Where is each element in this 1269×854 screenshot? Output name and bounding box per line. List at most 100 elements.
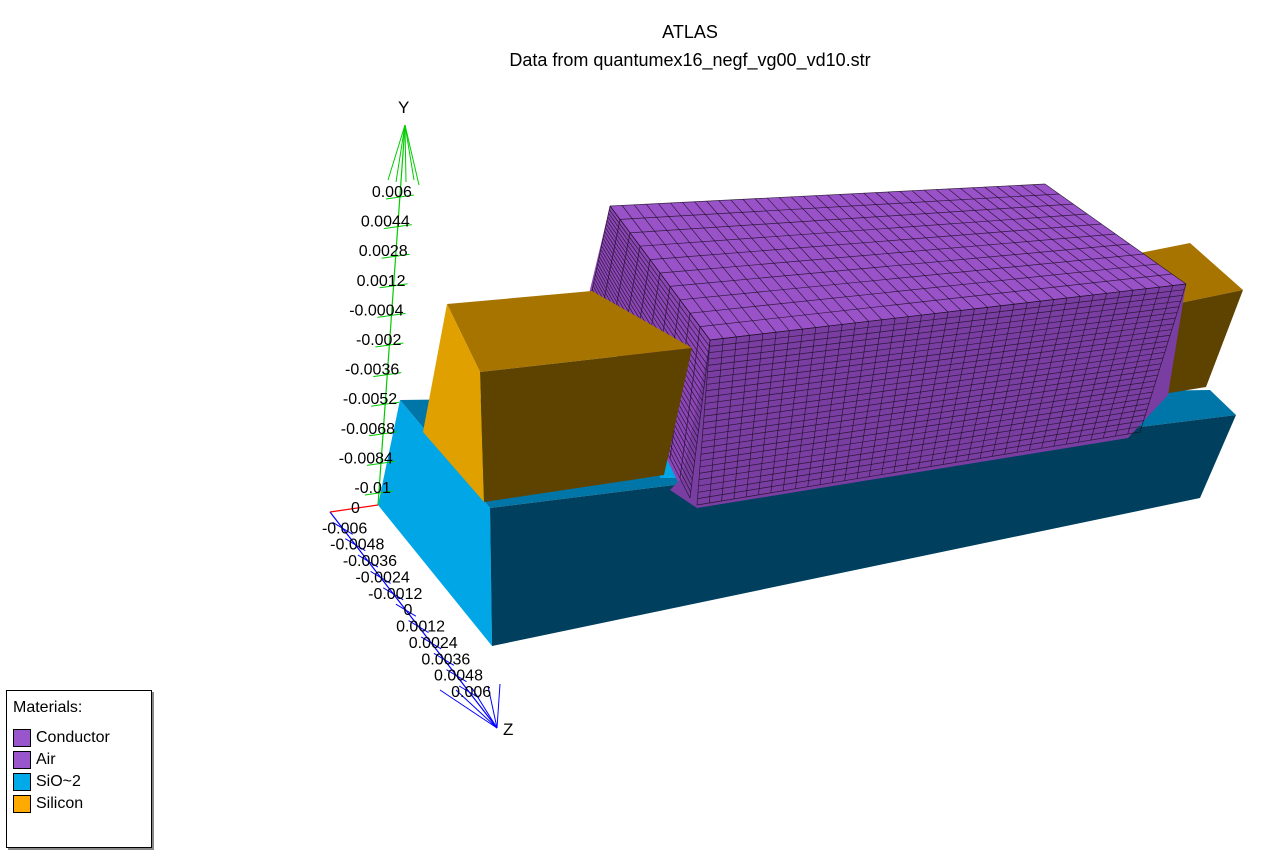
- side-mesh-line: [709, 283, 1187, 341]
- z-axis-tick-label: -0.0036: [343, 553, 397, 570]
- y-axis-tick: [383, 224, 412, 230]
- z-axis-arrow-line: [455, 689, 498, 729]
- legend-item-air: Air: [13, 749, 149, 771]
- y-axis-arrow-line: [404, 124, 407, 183]
- side-mesh-line: [706, 323, 1174, 385]
- z-axis-tick-label: -0.0048: [330, 537, 384, 554]
- legend-label-sio2: SiO~2: [36, 773, 81, 790]
- y-axis-tick-label: -0.01: [354, 480, 391, 497]
- side-mesh-line: [703, 357, 1164, 423]
- top-mesh-line: [609, 183, 1046, 207]
- side-mesh-line: [708, 300, 1181, 360]
- side-mesh-line: [704, 340, 1169, 404]
- z-axis-tick-label: -0.006: [322, 520, 367, 537]
- y-axis-tick-label: -0.0084: [339, 450, 393, 467]
- side-mesh-line: [699, 403, 1149, 474]
- legend-label-silicon: Silicon: [36, 795, 84, 812]
- top-mesh-line: [649, 223, 1102, 260]
- y-axis-tick-label: 0.0044: [361, 214, 410, 231]
- y-axis-tick-label: -0.0004: [349, 302, 403, 319]
- z-axis-tick: [370, 571, 391, 584]
- plot-subtitle: Data from quantumex16_negf_vg00_vd10.str: [509, 50, 871, 70]
- y-axis-tick-label: -0.0068: [341, 421, 395, 438]
- y-axis-tick-label: -0.0052: [343, 391, 397, 408]
- y-axis: 0.006 0.0044 0.0028 0.0012 -0.0004 -0.002 -0.0…: [339, 124, 420, 506]
- side-mesh-line: [701, 374, 1158, 442]
- z-axis-arrow-line: [471, 687, 498, 729]
- legend-item-sio2: SiO~2: [13, 771, 149, 793]
- y-axis-arrow-line: [404, 124, 415, 181]
- end-mesh-line: [608, 209, 710, 347]
- side-mesh-line: [697, 425, 1142, 499]
- z-axis: -0.006-0.0048-0.0036-0.0024-0.001200.001…: [322, 511, 501, 729]
- y-axis-tick: [377, 312, 406, 318]
- y-axis-tick: [364, 490, 393, 496]
- z-axis-arrow-line: [487, 685, 498, 729]
- y-axis-tick: [375, 342, 404, 348]
- plot-title: ATLAS: [662, 22, 718, 42]
- x-axis-line: [329, 504, 379, 513]
- z-axis-tick-label: 0.006: [451, 684, 491, 701]
- z-axis-tick-label: 0.0024: [409, 635, 458, 652]
- source-block-front: [423, 304, 484, 502]
- y-axis-arrow-line: [404, 124, 420, 186]
- y-axis-tick-label: -0.002: [356, 332, 401, 349]
- side-mesh-line: [698, 414, 1146, 487]
- z-axis-tick-label: 0.0036: [421, 651, 470, 668]
- end-mesh-line: [609, 205, 711, 341]
- y-axis-tick: [379, 283, 408, 289]
- y-axis-tick-label: 0.0028: [359, 243, 408, 260]
- side-mesh-line: [701, 380, 1156, 449]
- side-mesh-line: [698, 408, 1148, 480]
- z-axis-tick: [420, 636, 442, 650]
- z-axis-tick: [446, 669, 467, 683]
- z-axis-tick-label: -0.0012: [368, 586, 422, 603]
- side-mesh-line: [699, 397, 1151, 468]
- z-axis-tick-label: -0.0024: [355, 569, 409, 586]
- side-mesh-line: [707, 312, 1178, 373]
- end-mesh-line: [607, 216, 708, 359]
- gate-conductor-top-face: [610, 184, 1186, 340]
- side-mesh-line: [700, 391, 1153, 461]
- y-axis-arrow-line: [395, 124, 406, 183]
- z-axis-tick: [458, 685, 480, 699]
- y-axis-tick: [368, 431, 398, 437]
- legend-title: Materials:: [13, 699, 83, 716]
- side-mesh-line: [705, 334, 1171, 398]
- side-mesh-line: [700, 386, 1155, 455]
- side-mesh-line: [702, 369, 1160, 436]
- end-mesh-line: [606, 220, 708, 365]
- source-block-top: [447, 291, 692, 372]
- side-mesh-line: [709, 289, 1185, 347]
- z-axis-tick: [408, 620, 429, 633]
- x-axis-origin-label: 0: [351, 500, 360, 517]
- z-axis-tick: [332, 521, 353, 535]
- side-mesh-line: [696, 431, 1141, 506]
- y-axis-tick-label: 0.0012: [357, 273, 406, 290]
- side-mesh-line: [708, 295, 1183, 354]
- top-mesh-line: [619, 193, 1060, 220]
- y-axis-tick: [373, 372, 402, 378]
- z-axis-tick: [383, 587, 404, 601]
- side-mesh-line: [697, 420, 1144, 493]
- z-axis-tick: [345, 538, 366, 552]
- legend-swatch-air: [13, 751, 31, 769]
- z-axis-tick: [433, 652, 455, 666]
- side-mesh-line: [704, 346, 1167, 411]
- y-axis-tick: [371, 401, 400, 407]
- top-mesh-line: [659, 233, 1116, 274]
- z-axis-arrow-line: [439, 689, 498, 729]
- end-mesh-line: [605, 223, 707, 371]
- side-mesh-line: [705, 329, 1172, 392]
- drain-block-top: [1130, 243, 1243, 303]
- z-axis-tick: [395, 603, 417, 617]
- z-axis-label: Z: [503, 720, 513, 739]
- top-mesh-line: [689, 263, 1158, 314]
- y-axis-tick: [385, 194, 414, 200]
- top-mesh-line: [679, 253, 1144, 301]
- legend-label-conductor: Conductor: [36, 729, 110, 746]
- y-axis-tick: [381, 253, 410, 259]
- y-axis-label: Y: [398, 98, 409, 117]
- side-mesh-line: [706, 317, 1176, 379]
